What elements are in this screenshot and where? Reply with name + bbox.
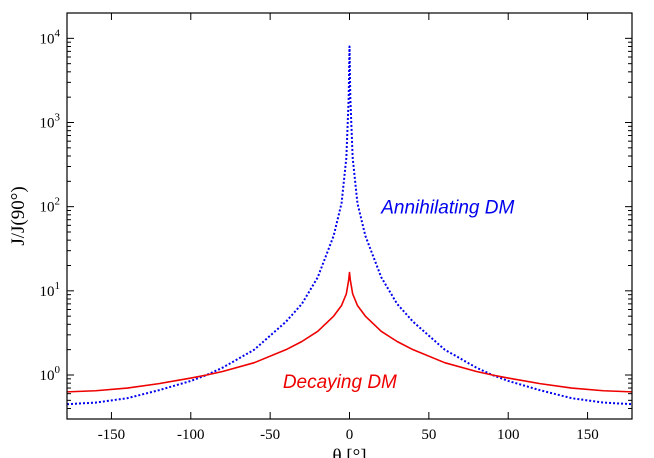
y-tick-label: 104 bbox=[40, 27, 61, 47]
x-tick-label: 50 bbox=[421, 427, 436, 443]
x-tick-label: -150 bbox=[98, 427, 126, 443]
y-tick-label: 101 bbox=[40, 280, 61, 300]
x-axis-title: θ [°] bbox=[332, 446, 366, 458]
series-line-decaying-dm bbox=[66, 271, 633, 393]
x-axis-ticks: -150 -100 -50 0 50 100 150 bbox=[98, 13, 599, 443]
annotation-annihilating-dm: Annihilating DM bbox=[380, 198, 514, 219]
y-axis-title: J/J(90°) bbox=[8, 186, 29, 245]
x-tick-label: -50 bbox=[260, 427, 280, 443]
x-tick-label: 100 bbox=[497, 427, 520, 443]
plot-area bbox=[67, 13, 632, 419]
x-tick-label: 0 bbox=[346, 427, 354, 443]
y-tick-label: 103 bbox=[40, 112, 61, 132]
series-line-annihilating-dm bbox=[66, 45, 633, 406]
x-tick-label: 150 bbox=[576, 427, 599, 443]
x-tick-label: -100 bbox=[177, 427, 205, 443]
curves bbox=[66, 45, 633, 406]
y-tick-label: 102 bbox=[40, 196, 61, 216]
y-axis-ticks: 100 101 102 103 104 bbox=[40, 12, 632, 420]
y-tick-label: 100 bbox=[40, 364, 61, 384]
annotation-decaying-dm: Decaying DM bbox=[283, 372, 397, 393]
